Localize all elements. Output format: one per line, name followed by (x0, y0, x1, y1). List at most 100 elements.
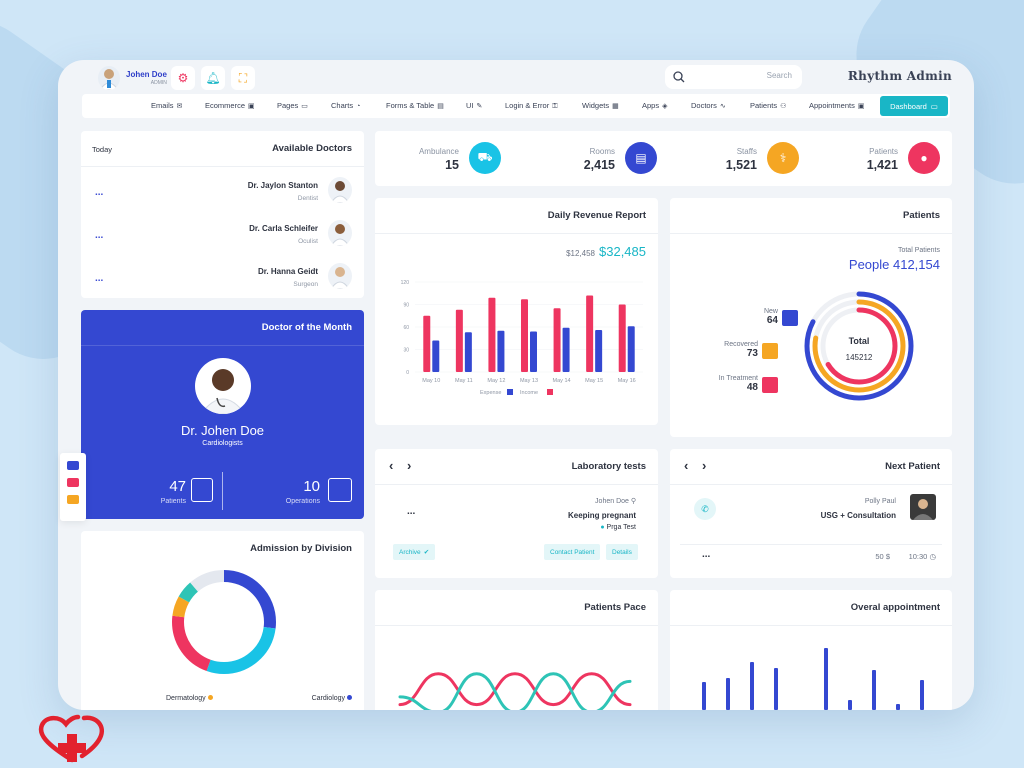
legend-label: Income (520, 390, 538, 396)
card-title: Daily Revenue Report (547, 210, 646, 221)
photo-icon[interactable] (67, 495, 79, 504)
nav-pages[interactable]: Pages ▭ (277, 101, 308, 110)
legend-in-treatment: In Treatment 48 (710, 375, 778, 393)
nav-ui[interactable]: UI ✎ (466, 101, 483, 110)
settings-icon[interactable] (67, 461, 79, 470)
radial-in-treatment (820, 307, 898, 385)
avatar (910, 494, 936, 520)
avatar (328, 263, 352, 289)
stat-label: Ambulance (418, 147, 459, 156)
nav-charts[interactable]: Charts ◔ (331, 101, 361, 110)
edit-icon: ✎ (476, 103, 483, 110)
donut-segment-grey (172, 570, 276, 674)
contact-patient-button[interactable]: Contact Patient (544, 544, 601, 560)
divider (670, 233, 952, 234)
more-button[interactable]: ... (95, 230, 104, 241)
nav-emails[interactable]: Emails ✉ (151, 101, 183, 110)
calendar-icon: ▣ (857, 103, 865, 110)
more-button[interactable]: ... (702, 549, 711, 560)
card-title: Next Patient (885, 461, 940, 472)
appointment-bar (896, 704, 900, 710)
avatar (195, 358, 251, 414)
today-label: Today (92, 145, 113, 154)
stats-card: Ambulance 15 ⛟ Rooms 2,415 ▤ Staffs 1,52… (375, 131, 952, 186)
avatar (328, 220, 352, 246)
legend-dermatology: Dermatology (166, 695, 213, 702)
nav-apps[interactable]: Apps ◈ (642, 101, 668, 110)
divider (375, 625, 658, 626)
nav-login-error[interactable]: Login & Error ⚿ (505, 101, 558, 110)
legend-swatch (507, 389, 513, 395)
image-icon[interactable] (67, 478, 79, 487)
legend-cardiology: Cardiology (312, 695, 352, 702)
radial-center-label: Total (849, 336, 870, 346)
doctor-specialty: Surgeon (293, 281, 318, 288)
patients-radial-chart: Total 145212 (804, 291, 914, 401)
notifications-button[interactable]: 🔔︎ (201, 66, 225, 90)
user-profile[interactable]: Johen Doe ADMIN (98, 66, 167, 90)
divider (81, 345, 364, 346)
lab-status: Keeping pregnant (567, 511, 636, 520)
divider (81, 166, 364, 167)
details-button[interactable]: Details (606, 544, 638, 560)
nav-widgets[interactable]: Widgets ▦ (582, 101, 619, 110)
main-nav: Emails ✉ Ecommerce ▣ Pages ▭ Charts ◔ Forms … (82, 94, 950, 118)
x-tick-label: May 12 (487, 378, 505, 384)
cart-icon: ▣ (248, 103, 255, 110)
search-icon (673, 71, 685, 83)
radial-new (804, 291, 914, 401)
prev-arrow-icon[interactable]: ‹ (684, 458, 689, 473)
bar-expense (627, 326, 635, 372)
radial-center-value: 145212 (846, 353, 873, 362)
legend-new: New 64 (740, 308, 798, 326)
x-tick-label: May 14 (553, 378, 571, 384)
prev-arrow-icon[interactable]: ‹ (389, 458, 394, 473)
brand-title: Rhythm Admin (847, 69, 952, 83)
fullscreen-button[interactable]: ⛶ (231, 66, 255, 90)
appointment-bar (774, 668, 778, 710)
nav-dashboard[interactable]: Dashboard ▭ (880, 96, 948, 116)
divider (375, 484, 658, 485)
nav-patients[interactable]: Patients ⚇ (750, 101, 787, 110)
document-icon: ▤ (437, 103, 444, 110)
settings-button[interactable]: ⚙ (171, 66, 195, 90)
x-tick-label: May 15 (585, 378, 603, 384)
mail-icon: ✉ (176, 103, 183, 110)
nav-appointments[interactable]: Appointments ▣ (809, 101, 865, 110)
available-doctors-card: Today Available Doctors ... Dr. Jaylon S… (81, 131, 364, 298)
card-title: Patients Pace (584, 602, 646, 613)
appointment-bar (824, 648, 828, 710)
card-title: Patients (903, 210, 940, 221)
bar-expense (530, 331, 537, 372)
list-item[interactable]: ... Dr. Hanna Geidt Surgeon (81, 263, 364, 303)
stat-value: 1,521 (725, 158, 757, 172)
search-input[interactable]: Search (766, 71, 792, 80)
patients-card: Patients Total Patients People 412,154 N… (670, 198, 952, 437)
next-arrow-icon[interactable]: › (702, 458, 707, 473)
operations-count: 10 (303, 478, 320, 495)
archive-button[interactable]: Archive ✔ (393, 544, 436, 560)
stat-value: 2,415 (583, 158, 615, 172)
appointment-bar (848, 700, 852, 710)
card-title: Admission by Division (250, 543, 352, 554)
more-button[interactable]: ... (95, 187, 104, 198)
doctor-specialty: Dentist (297, 195, 318, 202)
next-arrow-icon[interactable]: › (407, 458, 412, 473)
nav-ecommerce[interactable]: Ecommerce ▣ (205, 101, 255, 110)
bar-expense (432, 340, 440, 372)
more-button[interactable]: ... (95, 273, 104, 284)
list-item[interactable]: ... Dr. Carla Schleifer Oculist (81, 220, 364, 260)
search-box[interactable]: Search (665, 65, 802, 89)
nav-forms-table[interactable]: Forms & Table ▤ (386, 101, 444, 110)
bar-income (423, 315, 431, 372)
x-tick-label: May 16 (618, 378, 636, 384)
stat-value: 15 (445, 158, 459, 172)
phone-button[interactable]: ✆ (694, 498, 716, 520)
list-item[interactable]: ... Dr. Jaylon Stanton Dentist (81, 177, 364, 217)
divider (375, 233, 658, 234)
stat-value: 1,421 (866, 158, 898, 172)
y-tick-label: 60 (403, 325, 409, 331)
more-button[interactable]: ... (407, 506, 416, 517)
pulse-icon: ∿ (719, 103, 726, 110)
nav-doctors[interactable]: Doctors ∿ (691, 101, 726, 110)
